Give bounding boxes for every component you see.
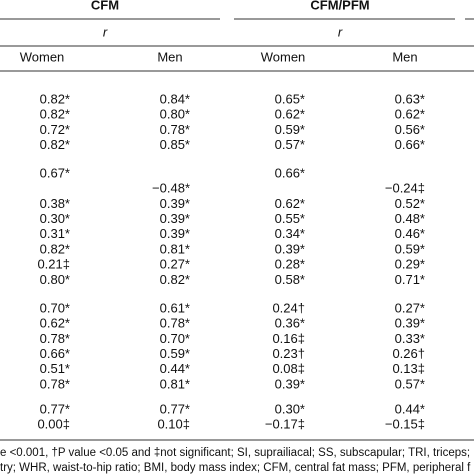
cell: 0.48* [395, 211, 425, 226]
cell: 0.78* [160, 122, 190, 137]
cell: 0.38* [40, 196, 70, 211]
cell: 0.59* [160, 346, 190, 361]
cell: 0.66* [275, 165, 305, 180]
cell: 0.71* [395, 272, 425, 287]
cell: −0.17‡ [265, 417, 305, 432]
cell: 0.13‡ [392, 361, 425, 376]
cell: 0.52* [395, 196, 425, 211]
cell: 0.65* [275, 91, 305, 106]
cell: 0.36* [275, 316, 305, 331]
cell: 0.16‡ [272, 331, 305, 346]
cell: 0.70* [40, 300, 70, 315]
cell: 0.82* [40, 241, 70, 256]
column-header: Men [157, 49, 182, 64]
cell: 0.81* [160, 376, 190, 391]
cell: 0.57* [275, 137, 305, 152]
cell: 0.82* [160, 272, 190, 287]
cell: 0.30* [275, 401, 305, 416]
cell: 0.72* [40, 122, 70, 137]
cell: 0.82* [40, 107, 70, 122]
footnote: e <0.001, †P value <0.05 and ‡not signif… [0, 447, 474, 459]
cell: 0.82* [40, 137, 70, 152]
cell: 0.26† [392, 346, 425, 361]
footnote: try; WHR, waist-to-hip ratio; BMI, body … [0, 462, 471, 474]
cell: 0.39* [395, 316, 425, 331]
group-header: CFM [91, 0, 119, 12]
cell: 0.51* [40, 361, 70, 376]
cell: 0.21‡ [37, 257, 70, 272]
cell: 0.23† [272, 346, 305, 361]
cell: 0.10‡ [157, 417, 190, 432]
cell: 0.70* [160, 331, 190, 346]
cell: 0.29* [395, 257, 425, 272]
cell: 0.63* [395, 91, 425, 106]
cell: 0.39* [160, 226, 190, 241]
column-header: Women [261, 49, 306, 64]
cell: 0.39* [275, 376, 305, 391]
cell: 0.39* [160, 211, 190, 226]
cell: 0.27* [160, 257, 190, 272]
cell: 0.67* [40, 165, 70, 180]
cell: 0.62* [275, 196, 305, 211]
cell: 0.77* [160, 401, 190, 416]
cell: 0.31* [40, 226, 70, 241]
cell: 0.77* [40, 401, 70, 416]
cell: 0.81* [160, 241, 190, 256]
cell: −0.24‡ [385, 181, 425, 196]
cell: 0.56* [395, 122, 425, 137]
cell: 0.85* [160, 137, 190, 152]
column-header: Women [20, 49, 65, 64]
cell: 0.78* [160, 316, 190, 331]
cell: 0.39* [160, 196, 190, 211]
cell: 0.62* [395, 107, 425, 122]
cell: −0.48* [152, 181, 190, 196]
cell: 0.59* [275, 122, 305, 137]
cell: 0.82* [40, 91, 70, 106]
cell: 0.78* [40, 331, 70, 346]
cell: 0.00‡ [37, 417, 70, 432]
cell: 0.57* [395, 376, 425, 391]
cell: 0.44* [395, 401, 425, 416]
cell: −0.15‡ [385, 417, 425, 432]
cell: 0.44* [160, 361, 190, 376]
cell: 0.33* [395, 331, 425, 346]
cell: 0.62* [40, 316, 70, 331]
cell: 0.30* [40, 211, 70, 226]
cell: 0.80* [160, 107, 190, 122]
group-header: CFM/PFM [310, 0, 369, 12]
cell: 0.62* [275, 107, 305, 122]
cell: 0.39* [275, 241, 305, 256]
cell: 0.24† [272, 300, 305, 315]
cell: 0.46* [395, 226, 425, 241]
cell: 0.28* [275, 257, 305, 272]
cell: 0.59* [395, 241, 425, 256]
cell: 0.80* [40, 272, 70, 287]
cell: 0.58* [275, 272, 305, 287]
cell: 0.61* [160, 300, 190, 315]
cell: 0.08‡ [272, 361, 305, 376]
cell: 0.84* [160, 91, 190, 106]
stat-label: r [103, 24, 108, 39]
column-header: Men [392, 49, 417, 64]
stat-label: r [338, 24, 343, 39]
cell: 0.55* [275, 211, 305, 226]
cell: 0.66* [395, 137, 425, 152]
cell: 0.78* [40, 376, 70, 391]
cell: 0.34* [275, 226, 305, 241]
cell: 0.66* [40, 346, 70, 361]
cell: 0.27* [395, 300, 425, 315]
